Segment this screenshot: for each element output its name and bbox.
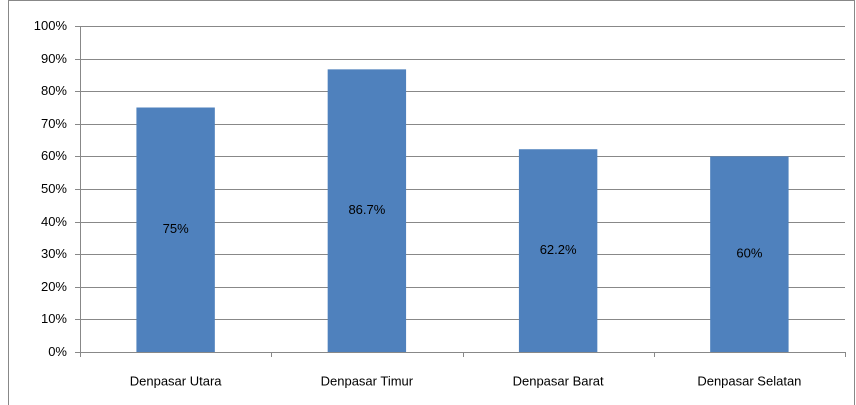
x-tick-label: Denpasar Barat <box>513 373 604 388</box>
y-tick-label: 0% <box>48 344 67 359</box>
bar <box>327 69 407 352</box>
y-tick-label: 30% <box>41 246 67 261</box>
y-tick-label: 70% <box>41 116 67 131</box>
data-label: 75% <box>163 221 189 236</box>
data-label: 86.7% <box>348 202 385 217</box>
bar <box>518 149 598 352</box>
x-tick-label: Denpasar Selatan <box>697 373 801 388</box>
data-label: 62.2% <box>540 242 577 257</box>
x-tick-label: Denpasar Utara <box>130 373 223 388</box>
bar <box>710 156 789 352</box>
bar <box>136 107 215 352</box>
y-tick-label: 40% <box>41 214 67 229</box>
chart-frame <box>8 0 855 405</box>
y-tick-label: 10% <box>41 311 67 326</box>
y-tick-label: 20% <box>41 279 67 294</box>
y-tick-label: 100% <box>34 18 68 33</box>
y-tick-label: 50% <box>41 181 67 196</box>
y-tick-label: 60% <box>41 148 67 163</box>
x-tick-label: Denpasar Timur <box>321 373 414 388</box>
y-tick-label: 80% <box>41 83 67 98</box>
y-tick-label: 90% <box>41 51 67 66</box>
data-label: 60% <box>736 246 762 261</box>
